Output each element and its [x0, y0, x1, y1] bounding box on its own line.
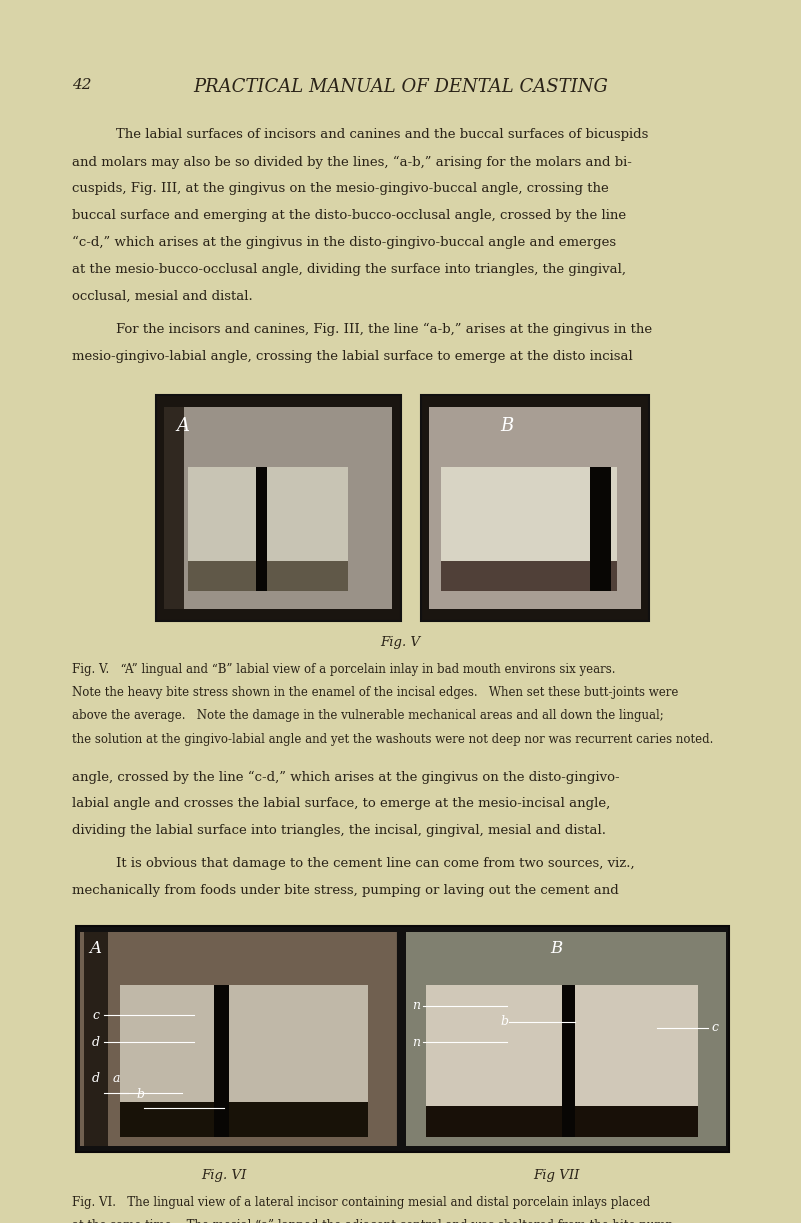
Text: at the mesio-bucco-occlusal angle, dividing the surface into triangles, the ging: at the mesio-bucco-occlusal angle, divid…: [72, 263, 626, 276]
Text: n: n: [413, 999, 421, 1013]
Text: labial angle and crosses the labial surface, to emerge at the mesio-incisal angl: labial angle and crosses the labial surf…: [72, 797, 610, 811]
Text: b: b: [501, 1015, 509, 1029]
Text: Note the heavy bite stress shown in the enamel of the incisal edges.   When set : Note the heavy bite stress shown in the …: [72, 686, 678, 700]
Bar: [120, 985, 368, 1137]
Bar: [80, 932, 400, 1146]
Bar: [256, 467, 267, 591]
Text: B: B: [501, 417, 514, 435]
Bar: [84, 932, 108, 1146]
Bar: [441, 561, 617, 591]
Text: Fig VII: Fig VII: [533, 1169, 580, 1183]
Text: cuspids, Fig. III, at the gingivus on the mesio-gingivo-buccal angle, crossing t: cuspids, Fig. III, at the gingivus on th…: [72, 182, 609, 196]
Bar: [76, 926, 729, 1152]
Text: buccal surface and emerging at the disto-bucco-occlusal angle, crossed by the li: buccal surface and emerging at the disto…: [72, 209, 626, 223]
Text: and molars may also be so divided by the lines, “a-b,” arising for the molars an: and molars may also be so divided by the…: [72, 155, 632, 169]
Text: c: c: [92, 1009, 99, 1022]
Text: angle, crossed by the line “c-d,” which arises at the gingivus on the disto-ging: angle, crossed by the line “c-d,” which …: [72, 770, 620, 784]
Text: mechanically from foods under bite stress, pumping or laving out the cement and: mechanically from foods under bite stres…: [72, 884, 619, 898]
Bar: [441, 467, 617, 591]
Bar: [215, 985, 229, 1137]
Bar: [426, 1106, 698, 1137]
Text: b: b: [136, 1087, 144, 1101]
Text: above the average.   Note the damage in the vulnerable mechanical areas and all : above the average. Note the damage in th…: [72, 709, 664, 723]
Text: mesio-gingivo-labial angle, crossing the labial surface to emerge at the disto i: mesio-gingivo-labial angle, crossing the…: [72, 350, 633, 363]
Bar: [421, 395, 649, 621]
Text: n: n: [413, 1036, 421, 1049]
Bar: [188, 467, 348, 591]
Text: d: d: [92, 1071, 100, 1085]
Bar: [590, 467, 611, 591]
Text: Fig. VI.   The lingual view of a lateral incisor containing mesial and distal po: Fig. VI. The lingual view of a lateral i…: [72, 1196, 650, 1210]
Text: The labial surfaces of incisors and canines and the buccal surfaces of bicuspids: The labial surfaces of incisors and cani…: [116, 128, 649, 142]
Text: dividing the labial surface into triangles, the incisal, gingival, mesial and di: dividing the labial surface into triangl…: [72, 824, 606, 838]
Text: B: B: [550, 940, 562, 958]
Bar: [120, 1102, 368, 1137]
Text: 42: 42: [72, 78, 91, 92]
Text: Fig. VI: Fig. VI: [202, 1169, 247, 1183]
Text: A: A: [90, 940, 102, 958]
Text: d: d: [92, 1036, 100, 1049]
Bar: [164, 407, 392, 609]
Text: For the incisors and canines, Fig. III, the line “a-b,” arises at the gingivus i: For the incisors and canines, Fig. III, …: [116, 323, 652, 336]
Bar: [562, 985, 575, 1137]
Bar: [406, 932, 726, 1146]
Text: Fig. V: Fig. V: [380, 636, 421, 649]
Bar: [188, 561, 348, 591]
Text: c: c: [711, 1021, 718, 1035]
Bar: [156, 395, 400, 621]
Text: a: a: [112, 1071, 119, 1085]
Text: A: A: [176, 417, 189, 435]
Text: “c-d,” which arises at the gingivus in the disto-gingivo-buccal angle and emerge: “c-d,” which arises at the gingivus in t…: [72, 236, 616, 249]
Text: Fig. V.   “A” lingual and “B” labial view of a porcelain inlay in bad mouth envi: Fig. V. “A” lingual and “B” labial view …: [72, 663, 616, 676]
Bar: [426, 985, 698, 1137]
Text: the solution at the gingivo-labial angle and yet the washouts were not deep nor : the solution at the gingivo-labial angle…: [72, 733, 714, 746]
Text: occlusal, mesial and distal.: occlusal, mesial and distal.: [72, 290, 253, 303]
Bar: [429, 407, 641, 609]
Text: at the same time.   The mesial “a” lapped the adjacent central and was sheltered: at the same time. The mesial “a” lapped …: [72, 1219, 677, 1223]
Bar: [164, 407, 184, 609]
Text: PRACTICAL MANUAL OF DENTAL CASTING: PRACTICAL MANUAL OF DENTAL CASTING: [193, 78, 608, 97]
Text: It is obvious that damage to the cement line can come from two sources, viz.,: It is obvious that damage to the cement …: [116, 857, 634, 871]
